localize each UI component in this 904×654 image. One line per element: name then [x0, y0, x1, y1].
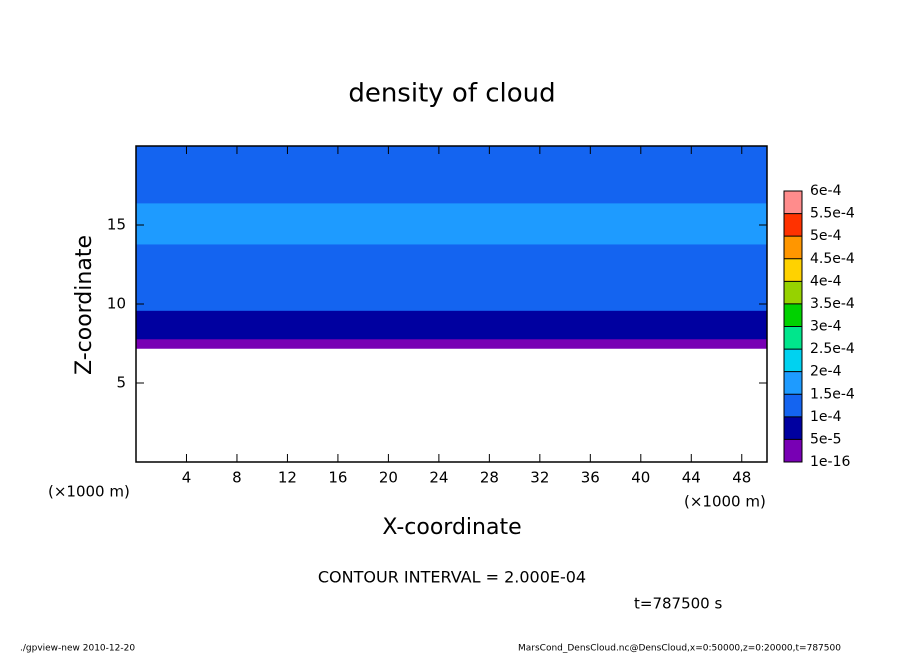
colorbar-label: 1e-4: [810, 409, 842, 425]
colorbar-swatch: [784, 191, 802, 214]
footer-right: MarsCond_DensCloud.nc@DensCloud,x=0:5000…: [518, 644, 841, 654]
x-tick-label: 44: [682, 469, 701, 487]
x-tick-label: 32: [530, 469, 549, 487]
colorbar-label: 4e-4: [810, 273, 842, 289]
x-tick-label: 12: [278, 469, 297, 487]
density-band: [136, 310, 767, 330]
colorbar-swatch: [784, 213, 802, 237]
y-tick-label: 15: [107, 216, 126, 234]
x-axis-label: X-coordinate: [382, 515, 521, 540]
colorbar-label: 4.5e-4: [810, 251, 855, 267]
colorbar-swatch: [784, 281, 802, 304]
colorbar-label: 5e-5: [810, 431, 841, 447]
x-tick-label: 8: [232, 469, 242, 487]
x-tick-label: 48: [732, 469, 751, 487]
density-band: [136, 202, 767, 245]
colorbar-label: 2e-4: [810, 364, 842, 380]
colorbar-label: 3.5e-4: [810, 296, 855, 312]
colorbar-label: 1e-16: [810, 454, 850, 470]
footer-left: ./gpview-new 2010-12-20: [20, 644, 135, 654]
colorbar-label: 5e-4: [810, 228, 842, 244]
x-tick-label: 40: [631, 469, 650, 487]
y-tick-label: 10: [107, 295, 126, 313]
colorbar-label: 1.5e-4: [810, 386, 855, 402]
x-tick-label: 20: [379, 469, 398, 487]
y-tick-label: 5: [116, 374, 126, 392]
x-unit: (×1000 m): [684, 493, 766, 511]
contour-interval: CONTOUR INTERVAL = 2.000E-04: [318, 568, 586, 587]
colorbar-swatch: [784, 439, 802, 462]
chart-title: density of cloud: [348, 79, 555, 109]
density-band: [136, 338, 767, 349]
x-tick-label: 16: [328, 469, 347, 487]
colorbar-swatch: [784, 236, 802, 259]
colorbar-swatch: [784, 258, 802, 282]
time-label: t=787500 s: [634, 595, 722, 613]
x-tick-label: 24: [429, 469, 448, 487]
colorbar-swatch: [784, 326, 802, 350]
colorbar-swatch: [784, 416, 802, 440]
colorbar-swatch: [784, 303, 802, 327]
density-band: [136, 243, 767, 296]
x-tick-label: 28: [480, 469, 499, 487]
colorbar-swatch: [784, 394, 802, 417]
density-band: [136, 329, 767, 340]
colorbar-label: 2.5e-4: [810, 341, 855, 357]
x-tick-label: 36: [581, 469, 600, 487]
colorbar-swatch: [784, 349, 802, 372]
y-unit: (×1000 m): [48, 483, 130, 501]
colorbar-swatch: [784, 371, 802, 395]
density-band: [136, 146, 767, 204]
colorbar-label: 6e-4: [810, 183, 842, 199]
x-tick-label: 4: [182, 469, 192, 487]
y-axis-label: Z-coordinate: [72, 235, 97, 375]
colorbar-label: 3e-4: [810, 319, 842, 335]
density-band: [136, 294, 767, 311]
colorbar-label: 5.5e-4: [810, 206, 855, 222]
